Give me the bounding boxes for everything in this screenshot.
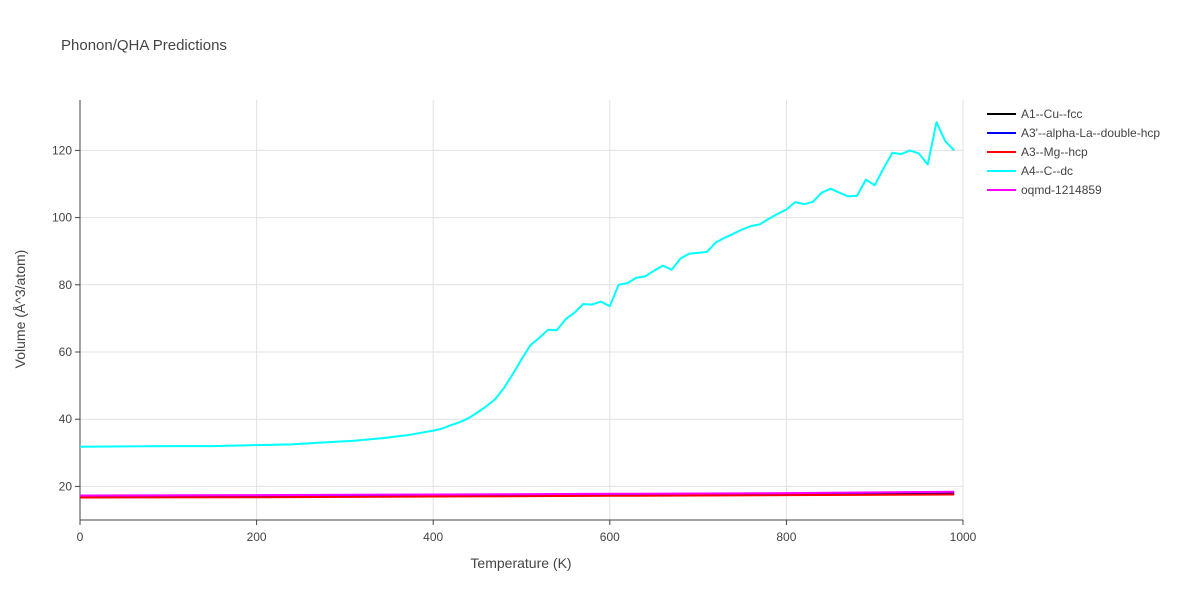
series-line-5 — [79, 490, 955, 497]
grid — [80, 100, 964, 520]
legend-item[interactable]: A1--Cu--fcc — [987, 107, 1082, 121]
y-tick-label: 80 — [59, 278, 73, 292]
y-tick-label: 60 — [59, 345, 73, 359]
x-axis-title: Temperature (K) — [470, 555, 571, 571]
legend-item[interactable]: A3--Mg--hcp — [987, 145, 1088, 159]
y-tick-label: 100 — [52, 211, 72, 225]
legend-label: A3--Mg--hcp — [1021, 145, 1088, 159]
y-tick-label: 20 — [59, 479, 73, 493]
legend-label: oqmd-1214859 — [1021, 183, 1102, 197]
legend-label: A3'--alpha-La--double-hcp — [1021, 126, 1160, 140]
axes — [75, 100, 964, 525]
legend[interactable]: A1--Cu--fcc A3'--alpha-La--double-hcp A3--… — [987, 107, 1160, 197]
chart-title: Phonon/QHA Predictions — [61, 37, 227, 54]
legend-item[interactable]: A3'--alpha-La--double-hcp — [987, 126, 1160, 140]
x-tick-label: 800 — [776, 530, 796, 544]
legend-label: A4--C--dc — [1021, 164, 1073, 178]
tick-labels: 0 200 400 600 800 1000 20 40 60 80 100 120 — [52, 143, 977, 544]
series-line-3 — [79, 493, 955, 499]
legend-label: A1--Cu--fcc — [1021, 107, 1082, 121]
legend-item[interactable]: oqmd-1214859 — [987, 183, 1102, 197]
series-line-4 — [79, 121, 955, 448]
legend-item[interactable]: A4--C--dc — [987, 164, 1073, 178]
y-tick-label: 120 — [52, 143, 72, 157]
x-tick-label: 1000 — [950, 530, 977, 544]
x-tick-label: 400 — [423, 530, 443, 544]
y-tick-label: 40 — [59, 412, 73, 426]
series-layer — [79, 121, 955, 499]
x-tick-label: 0 — [77, 530, 84, 544]
x-tick-label: 600 — [600, 530, 620, 544]
y-axis-title: Volume (Å^3/atom) — [12, 250, 28, 369]
x-tick-label: 200 — [247, 530, 267, 544]
